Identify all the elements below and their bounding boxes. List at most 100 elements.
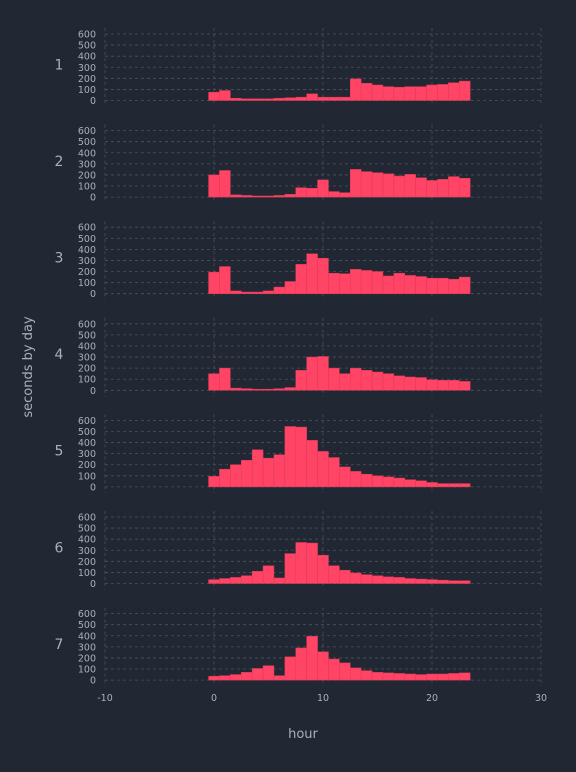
histogram-bar [426,482,438,488]
y-tick-label: 300 [78,159,96,170]
histogram-bar [251,388,264,391]
histogram-bar [295,187,307,198]
histogram-bar [284,97,297,101]
y-tick-label: 200 [78,170,96,181]
histogram-bar [382,373,395,391]
histogram-bar [393,577,406,584]
histogram-bar [404,376,416,391]
histogram-bar [339,273,351,294]
histogram-bar [284,426,297,488]
y-tick-label: 100 [78,665,96,676]
histogram-bar [404,673,416,681]
histogram-bar [382,672,395,681]
histogram-bar [317,96,329,101]
histogram-bar [448,380,460,391]
y-tick-label: 100 [78,471,96,482]
histogram-bar [262,98,275,101]
histogram-bar [360,83,373,101]
histogram-bar [459,276,471,294]
histogram-bar [393,175,406,198]
y-tick-label: 500 [78,330,96,341]
histogram-bar [241,575,253,584]
histogram-bar [241,672,253,681]
y-tick-label: 300 [78,353,96,364]
x-tick-label: 0 [211,693,217,704]
y-tick-label: 600 [78,609,96,620]
y-tick-label: 600 [78,319,96,330]
histogram-bar [350,269,362,294]
histogram-bar [241,291,253,294]
histogram-bar [241,195,253,198]
histogram-bar [306,93,318,101]
histogram-bar [230,194,242,198]
histogram-bar [360,270,373,294]
histogram-bar [393,86,406,101]
histogram-bar [415,377,427,391]
histogram-bar [273,286,286,294]
histogram-bar [459,580,471,584]
histogram-bar [448,673,460,681]
y-tick-label: 300 [78,642,96,653]
histogram-bar [459,483,471,488]
y-tick-label: 300 [78,449,96,460]
histogram-bar [371,84,384,101]
histogram-bar [273,388,286,391]
histogram-bar [393,375,406,391]
y-tick-label: 200 [78,74,96,85]
y-tick-label: 400 [78,438,96,449]
histogram-bar [208,271,220,294]
y-tick-label: 400 [78,148,96,159]
histogram-bar [241,388,253,391]
facet-label: 5 [55,444,64,460]
x-tick-label: -10 [97,693,113,704]
histogram-bar [328,565,340,584]
y-tick-label: 100 [78,375,96,386]
histogram-bar [295,264,307,294]
histogram-bar [284,387,297,391]
histogram-bar [448,176,460,198]
y-tick-label: 100 [78,278,96,289]
histogram-bar [393,673,406,681]
histogram-bar [382,275,395,294]
histogram-bar [371,371,384,391]
histogram-bar [284,656,297,681]
histogram-bar [437,380,449,391]
y-tick-label: 600 [78,416,96,427]
histogram-bar [306,542,318,584]
histogram-bar [273,454,286,488]
facet-label: 2 [55,154,64,170]
histogram-bar [284,553,297,584]
histogram-bar [350,471,362,488]
histogram-bar [317,257,329,294]
histogram-bar [328,191,340,198]
y-tick-label: 0 [90,386,96,397]
x-tick-label: 20 [426,693,438,704]
histogram-bar [415,674,427,681]
histogram-bar [230,98,242,101]
y-tick-label: 0 [90,193,96,204]
y-tick-label: 200 [78,653,96,664]
histogram-bar [415,276,427,294]
histogram-bar [284,194,297,198]
histogram-bar [219,675,231,681]
histogram-bar [208,373,220,391]
histogram-bar [251,571,264,584]
histogram-bar [339,569,351,584]
x-tick-label: 10 [317,693,329,704]
histogram-bar [230,387,242,391]
y-tick-label: 300 [78,546,96,557]
histogram-bar [219,578,231,584]
histogram-bar [219,266,231,294]
histogram-bar [295,426,307,488]
histogram-bar [295,96,307,101]
histogram-bar [230,464,242,488]
histogram-bar [339,373,351,391]
histogram-bar [251,668,264,681]
histogram-bar [328,457,340,488]
histogram-bar [339,192,351,198]
facet-label: 6 [55,540,64,556]
histogram-bar [328,658,340,681]
histogram-bar [437,179,449,198]
histogram-bar [382,173,395,198]
